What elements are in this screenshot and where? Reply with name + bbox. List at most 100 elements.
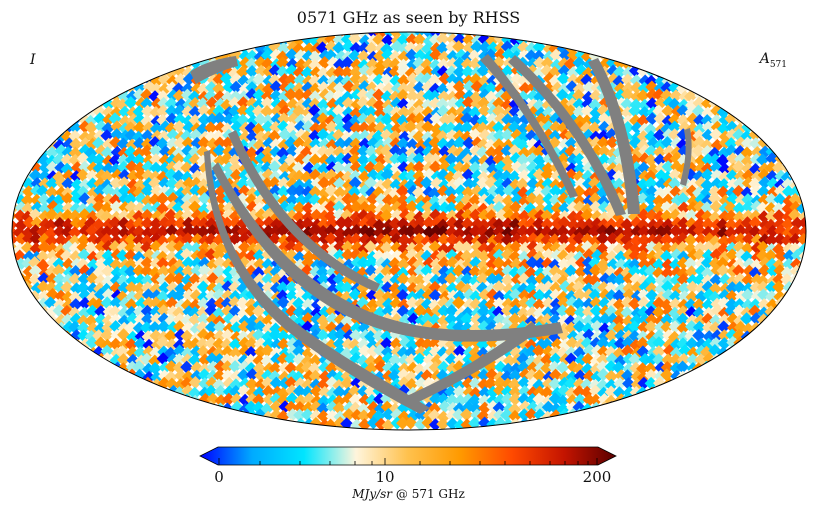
map-pixel [308, 129, 322, 143]
map-pixel [734, 344, 748, 358]
map-pixel [404, 120, 418, 134]
map-pixel [405, 98, 419, 112]
map-pixel [797, 258, 806, 272]
map-pixel [12, 176, 19, 190]
map-pixel [141, 129, 155, 143]
map-pixel [278, 128, 292, 142]
map-pixel [269, 89, 283, 103]
map-pixel [476, 64, 490, 78]
map-pixel [781, 298, 795, 312]
map-pixel [364, 41, 378, 55]
map-pixel [188, 394, 202, 408]
map-pixel [765, 130, 779, 144]
map-pixel [396, 88, 410, 102]
map-pixel [436, 129, 450, 144]
map-pixel [388, 65, 402, 79]
map-pixel [261, 120, 275, 134]
map-pixel [421, 120, 435, 134]
map-pixel [774, 306, 788, 320]
map-pixel [332, 104, 346, 118]
map-pixel [420, 58, 434, 72]
map-pixel [333, 137, 348, 151]
band-symbol: A [759, 51, 770, 67]
map-pixel [741, 113, 755, 127]
map-pixel [405, 33, 419, 47]
map-pixel [460, 120, 474, 135]
map-pixel [644, 122, 658, 137]
map-pixel [516, 121, 531, 136]
band-label: A571 [760, 51, 787, 70]
map-pixel [356, 96, 370, 110]
map-pixel [269, 80, 283, 94]
map-pixel [292, 88, 306, 102]
map-pixel [277, 41, 291, 56]
map-pixel [86, 353, 100, 367]
map-pixel [133, 72, 147, 86]
map-pixel [166, 137, 180, 151]
map-pixel [292, 104, 306, 118]
map-pixel [396, 64, 410, 78]
map-pixel [124, 121, 138, 135]
map-pixel [229, 80, 243, 94]
map-pixel [445, 129, 459, 143]
map-pixel [140, 97, 154, 111]
map-pixel [318, 56, 332, 70]
map-pixel [478, 40, 492, 54]
map-pixel [333, 81, 347, 95]
map-pixel [364, 88, 379, 102]
map-pixel [405, 89, 420, 103]
colorbar-unit-label: MJy/sr @ 571 GHz [0, 487, 817, 501]
map-pixel [197, 104, 211, 118]
map-pixel [492, 121, 506, 135]
map-pixel [774, 152, 788, 166]
map-pixel [300, 66, 314, 80]
map-pixel [406, 72, 420, 86]
map-pixel [380, 112, 394, 126]
map-pixel [222, 113, 236, 127]
map-pixel [445, 112, 459, 126]
map-pixel [468, 49, 482, 63]
map-pixel [397, 74, 411, 88]
map-pixel [788, 161, 802, 175]
map-pixel [260, 96, 274, 110]
map-pixel [340, 56, 354, 70]
map-pixel [436, 41, 450, 55]
map-pixel [20, 160, 34, 174]
map-pixel [365, 57, 380, 71]
map-pixel [372, 98, 386, 112]
map-pixel [413, 32, 427, 38]
map-pixel [468, 57, 483, 71]
map-pixel [501, 113, 515, 127]
map-pixel [142, 66, 156, 80]
map-pixel [413, 33, 427, 47]
map-pixel [462, 33, 476, 47]
map-pixel [581, 408, 596, 422]
map-pixel [414, 89, 428, 103]
map-pixel [308, 90, 322, 104]
map-pixel [781, 289, 795, 303]
map-pixel [292, 136, 306, 150]
map-pixel [453, 65, 467, 79]
map-pixel [461, 65, 475, 79]
map-pixel [189, 49, 203, 64]
map-pixel [797, 274, 806, 288]
map-pixel [197, 136, 211, 150]
map-pixel [476, 114, 490, 128]
map-pixel [12, 184, 20, 198]
map-pixel [349, 65, 363, 79]
map-pixel [636, 64, 650, 78]
map-pixel [701, 128, 715, 142]
map-pixel [53, 120, 67, 134]
map-pixel [405, 48, 419, 62]
map-pixel [454, 88, 468, 102]
map-pixel [412, 104, 426, 119]
map-pixel [436, 32, 451, 38]
map-pixel [396, 97, 411, 112]
map-pixel [254, 130, 268, 144]
map-pixel [349, 72, 363, 86]
map-pixel [389, 32, 403, 40]
map-pixel [757, 129, 771, 143]
map-pixel [302, 42, 316, 56]
map-pixel [518, 417, 532, 430]
